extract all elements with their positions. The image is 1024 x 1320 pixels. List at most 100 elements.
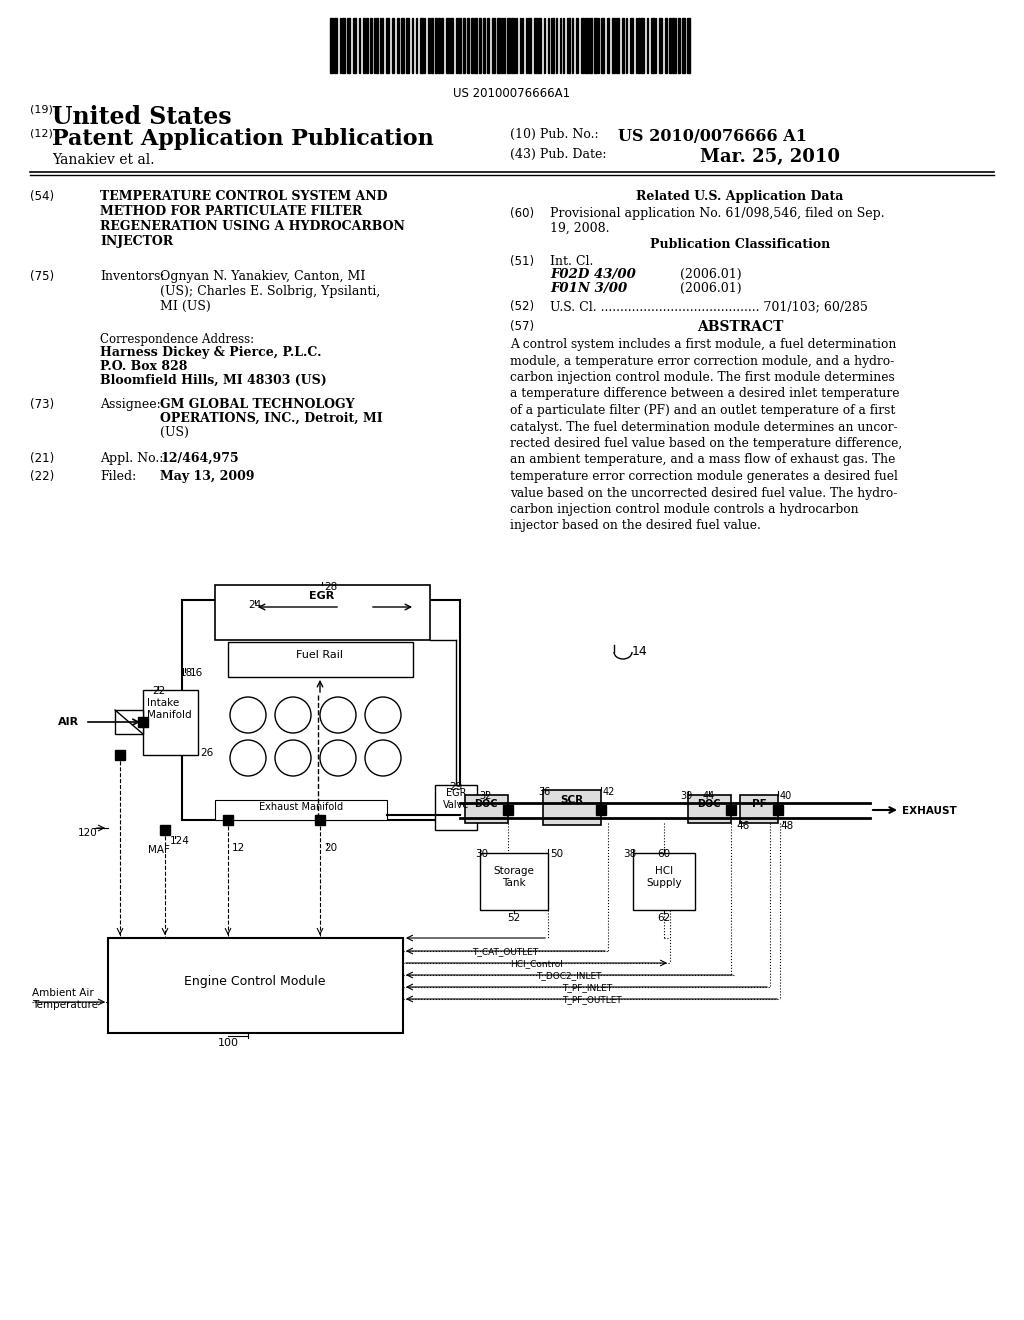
Text: AIR: AIR: [58, 717, 79, 727]
Bar: [456, 18, 458, 73]
Text: Intake
Manifold: Intake Manifold: [147, 698, 191, 719]
Bar: [143, 690, 198, 755]
Text: (19): (19): [30, 106, 53, 115]
Text: U.S. Cl. ......................................... 701/103; 60/285: U.S. Cl. ...............................…: [550, 300, 868, 313]
Text: EGR: EGR: [309, 591, 335, 601]
Bar: [115, 710, 143, 734]
Bar: [672, 18, 674, 73]
Bar: [659, 18, 662, 73]
Text: 39: 39: [680, 791, 692, 801]
Text: 60: 60: [657, 849, 671, 859]
Bar: [585, 18, 588, 73]
Text: US 2010/0076666 A1: US 2010/0076666 A1: [618, 128, 807, 145]
Text: Fuel Rail: Fuel Rail: [297, 649, 343, 660]
Text: DOC: DOC: [697, 799, 721, 809]
Bar: [507, 18, 510, 73]
Text: 50: 50: [550, 849, 563, 859]
Bar: [435, 785, 477, 830]
Bar: [441, 18, 443, 73]
Text: Correspondence Address:: Correspondence Address:: [100, 333, 254, 346]
Text: DOC: DOC: [474, 799, 498, 809]
Text: (10) Pub. No.:: (10) Pub. No.:: [510, 128, 599, 141]
Text: Inventors:: Inventors:: [100, 271, 165, 282]
Text: 28: 28: [324, 582, 337, 591]
Bar: [471, 18, 473, 73]
Bar: [483, 18, 485, 73]
Text: F01N 3/00: F01N 3/00: [550, 282, 628, 294]
Bar: [406, 18, 409, 73]
Text: EXHAUST: EXHAUST: [902, 807, 956, 816]
Text: HCI
Supply: HCI Supply: [646, 866, 682, 887]
Bar: [315, 814, 325, 825]
Text: EGR
Valve: EGR Valve: [442, 788, 469, 809]
Text: 36: 36: [538, 787, 550, 797]
Text: Related U.S. Application Data: Related U.S. Application Data: [636, 190, 844, 203]
Text: 48: 48: [780, 821, 794, 832]
Bar: [108, 939, 403, 1034]
Text: (51): (51): [510, 255, 535, 268]
Bar: [501, 18, 503, 73]
Text: Publication Classification: Publication Classification: [650, 238, 830, 251]
Text: Assignee:: Assignee:: [100, 399, 161, 411]
Text: 12: 12: [232, 843, 246, 853]
Bar: [435, 18, 437, 73]
Text: OPERATIONS, INC., Detroit, MI: OPERATIONS, INC., Detroit, MI: [160, 412, 383, 425]
Text: 14: 14: [632, 645, 648, 657]
Bar: [392, 18, 394, 73]
Text: 38: 38: [623, 849, 636, 859]
Bar: [669, 18, 671, 73]
Bar: [601, 18, 604, 73]
Bar: [228, 642, 413, 677]
Text: PF: PF: [752, 799, 766, 809]
Bar: [138, 717, 148, 727]
Text: MAF: MAF: [148, 845, 170, 855]
Bar: [446, 18, 449, 73]
Bar: [567, 18, 570, 73]
Bar: [370, 18, 372, 73]
Bar: [428, 18, 430, 73]
Bar: [182, 601, 460, 820]
Text: 46: 46: [736, 821, 750, 832]
Bar: [528, 18, 531, 73]
Text: 20: 20: [324, 843, 337, 853]
Text: (21): (21): [30, 451, 54, 465]
Text: (75): (75): [30, 271, 54, 282]
Bar: [581, 18, 584, 73]
Bar: [215, 800, 387, 820]
Bar: [497, 18, 500, 73]
Text: SCR: SCR: [560, 795, 584, 805]
Bar: [551, 18, 554, 73]
Text: Ambient Air
Temperature: Ambient Air Temperature: [32, 987, 98, 1010]
Text: 24: 24: [248, 601, 261, 610]
Text: 62: 62: [657, 913, 671, 923]
Bar: [463, 18, 465, 73]
Text: GM GLOBAL TECHNOLOGY: GM GLOBAL TECHNOLOGY: [160, 399, 354, 411]
Bar: [503, 805, 513, 814]
Text: US 20100076666A1: US 20100076666A1: [454, 87, 570, 100]
Text: Storage
Tank: Storage Tank: [494, 866, 535, 887]
Text: (43) Pub. Date:: (43) Pub. Date:: [510, 148, 606, 161]
Bar: [215, 585, 430, 640]
Text: 42: 42: [603, 787, 615, 797]
Bar: [438, 18, 440, 73]
Bar: [450, 18, 453, 73]
Text: HCI_Control: HCI_Control: [511, 960, 563, 968]
Bar: [638, 18, 640, 73]
Bar: [543, 789, 601, 825]
Text: T_PF_INLET: T_PF_INLET: [562, 983, 612, 993]
Text: Bloomfield Hills, MI 48303 (US): Bloomfield Hills, MI 48303 (US): [100, 374, 327, 387]
Bar: [459, 18, 461, 73]
Text: Yanakiev et al.: Yanakiev et al.: [52, 153, 155, 168]
Bar: [630, 18, 633, 73]
Text: Patent Application Publication: Patent Application Publication: [52, 128, 434, 150]
Text: P.O. Box 828: P.O. Box 828: [100, 360, 187, 374]
Bar: [511, 18, 513, 73]
Bar: [401, 18, 404, 73]
Bar: [596, 805, 606, 814]
Bar: [362, 18, 365, 73]
Bar: [334, 18, 337, 73]
Bar: [353, 18, 356, 73]
Text: Exhaust Manifold: Exhaust Manifold: [259, 803, 343, 812]
Text: T_PF_OUTLET: T_PF_OUTLET: [562, 995, 622, 1005]
Bar: [682, 18, 685, 73]
